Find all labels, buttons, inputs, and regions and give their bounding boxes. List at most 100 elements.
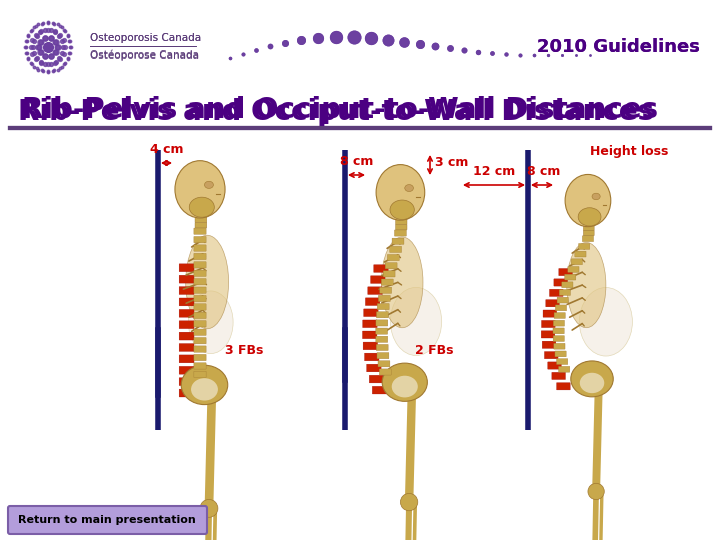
Text: 4 cm: 4 cm <box>150 143 184 156</box>
FancyBboxPatch shape <box>194 279 206 285</box>
FancyBboxPatch shape <box>544 352 558 359</box>
Ellipse shape <box>580 287 632 356</box>
FancyBboxPatch shape <box>571 259 582 265</box>
Ellipse shape <box>580 373 604 393</box>
FancyBboxPatch shape <box>541 320 555 328</box>
FancyBboxPatch shape <box>376 328 387 334</box>
FancyBboxPatch shape <box>179 332 194 340</box>
FancyBboxPatch shape <box>583 231 594 236</box>
FancyBboxPatch shape <box>194 312 206 319</box>
FancyBboxPatch shape <box>195 217 207 222</box>
FancyBboxPatch shape <box>179 366 194 374</box>
FancyBboxPatch shape <box>575 251 586 257</box>
FancyBboxPatch shape <box>179 309 194 318</box>
FancyBboxPatch shape <box>195 222 207 228</box>
FancyBboxPatch shape <box>583 226 594 231</box>
FancyBboxPatch shape <box>557 297 568 303</box>
Ellipse shape <box>189 291 233 354</box>
FancyBboxPatch shape <box>557 383 570 390</box>
FancyBboxPatch shape <box>562 282 573 288</box>
FancyBboxPatch shape <box>379 369 391 375</box>
FancyBboxPatch shape <box>555 305 567 310</box>
Ellipse shape <box>189 197 215 217</box>
FancyBboxPatch shape <box>559 289 570 295</box>
FancyBboxPatch shape <box>194 253 206 260</box>
Text: Osteoporosis Canada: Osteoporosis Canada <box>90 33 201 43</box>
FancyBboxPatch shape <box>546 300 559 307</box>
FancyBboxPatch shape <box>553 336 564 341</box>
FancyBboxPatch shape <box>194 295 206 302</box>
FancyBboxPatch shape <box>179 264 194 272</box>
FancyBboxPatch shape <box>195 212 207 217</box>
FancyBboxPatch shape <box>194 363 206 369</box>
FancyBboxPatch shape <box>378 361 390 367</box>
FancyBboxPatch shape <box>371 276 385 284</box>
Text: 8 cm: 8 cm <box>340 155 373 168</box>
FancyBboxPatch shape <box>553 328 564 334</box>
Circle shape <box>588 483 604 500</box>
FancyBboxPatch shape <box>194 245 206 251</box>
FancyBboxPatch shape <box>194 346 206 352</box>
FancyBboxPatch shape <box>383 271 395 277</box>
FancyBboxPatch shape <box>194 371 206 377</box>
FancyBboxPatch shape <box>377 303 389 309</box>
Ellipse shape <box>390 200 414 219</box>
FancyBboxPatch shape <box>554 343 565 349</box>
FancyBboxPatch shape <box>376 320 388 326</box>
FancyBboxPatch shape <box>548 362 562 369</box>
Text: Height loss: Height loss <box>590 145 668 159</box>
Text: 3 FBs: 3 FBs <box>225 343 264 356</box>
Bar <box>0 0 720 95</box>
FancyBboxPatch shape <box>194 304 206 310</box>
Text: 2010 Guidelines: 2010 Guidelines <box>537 38 700 56</box>
Ellipse shape <box>175 161 225 218</box>
Text: 12 cm: 12 cm <box>473 165 515 178</box>
Text: 8 cm: 8 cm <box>527 165 561 178</box>
FancyBboxPatch shape <box>179 343 194 352</box>
FancyBboxPatch shape <box>374 265 388 272</box>
FancyBboxPatch shape <box>179 298 194 306</box>
FancyBboxPatch shape <box>542 341 556 348</box>
FancyBboxPatch shape <box>194 228 206 234</box>
FancyBboxPatch shape <box>364 309 378 316</box>
FancyBboxPatch shape <box>179 355 194 363</box>
FancyBboxPatch shape <box>553 320 564 326</box>
FancyBboxPatch shape <box>372 386 387 394</box>
FancyBboxPatch shape <box>194 270 206 276</box>
FancyBboxPatch shape <box>559 366 570 372</box>
FancyBboxPatch shape <box>194 262 206 268</box>
FancyBboxPatch shape <box>369 375 384 383</box>
FancyBboxPatch shape <box>568 267 579 272</box>
Ellipse shape <box>186 235 229 329</box>
FancyBboxPatch shape <box>557 359 568 364</box>
FancyBboxPatch shape <box>390 246 402 253</box>
Ellipse shape <box>390 287 441 355</box>
FancyBboxPatch shape <box>379 287 392 293</box>
FancyBboxPatch shape <box>194 321 206 327</box>
FancyBboxPatch shape <box>378 295 390 301</box>
FancyBboxPatch shape <box>583 221 594 226</box>
FancyBboxPatch shape <box>382 279 393 285</box>
FancyBboxPatch shape <box>194 329 206 335</box>
FancyBboxPatch shape <box>549 289 563 296</box>
Ellipse shape <box>565 174 611 227</box>
FancyBboxPatch shape <box>543 310 557 317</box>
FancyBboxPatch shape <box>194 354 206 361</box>
Ellipse shape <box>204 181 213 188</box>
Ellipse shape <box>376 165 425 220</box>
FancyBboxPatch shape <box>179 275 194 283</box>
Ellipse shape <box>392 376 418 397</box>
Ellipse shape <box>567 242 606 328</box>
FancyBboxPatch shape <box>363 342 377 350</box>
FancyBboxPatch shape <box>395 219 407 225</box>
FancyBboxPatch shape <box>582 236 593 241</box>
FancyBboxPatch shape <box>376 336 388 342</box>
Ellipse shape <box>571 361 613 397</box>
FancyBboxPatch shape <box>387 254 400 261</box>
FancyBboxPatch shape <box>385 262 397 269</box>
FancyBboxPatch shape <box>395 214 407 219</box>
Text: Rib-Pelvis and Occiput-to-Wall Distances: Rib-Pelvis and Occiput-to-Wall Distances <box>22 96 658 124</box>
Ellipse shape <box>405 185 413 192</box>
Text: 3 cm: 3 cm <box>435 157 469 170</box>
FancyBboxPatch shape <box>392 238 404 244</box>
